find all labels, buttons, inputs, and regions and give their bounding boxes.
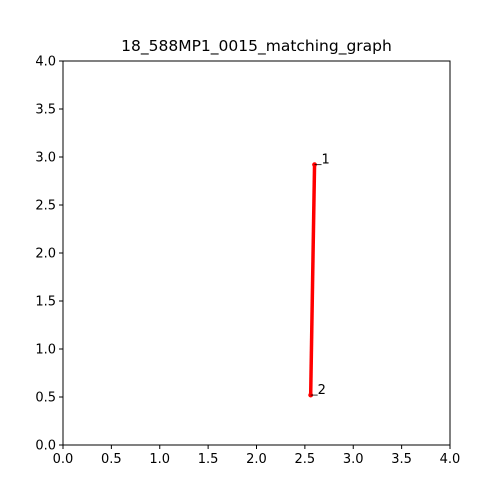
node-label-2: 2 [318,383,326,398]
graph-edge-1 [308,164,317,396]
axes: 0.0 0.5 1.0 1.5 2.0 2.5 3.0 3.5 4.0 0.0 0.5 1.0 1.5 2… [35,55,460,468]
y-tick-label: 0.0 [35,439,56,454]
plot-area [63,61,450,445]
y-tick-label: 2.5 [35,199,56,214]
x-tick-label: 4.0 [440,452,461,467]
y-tick-label: 2.0 [35,247,56,262]
node-label-1: 1 [322,153,330,168]
x-tick-label: 3.5 [391,452,412,467]
y-tick-label: 3.0 [35,151,56,166]
y-tick-label: 4.0 [35,55,56,70]
x-tick-label: 2.5 [295,452,316,467]
y-tick-label: 1.5 [35,295,56,310]
x-tick-label: 0.5 [101,452,122,467]
graph-edges [308,164,317,396]
graph-nodes: 12 [308,153,330,398]
y-tick-label: 3.5 [35,103,56,118]
x-tick-label: 1.5 [198,452,219,467]
x-tick-label: 1.0 [149,452,170,467]
y-tick-label: 1.0 [35,343,56,358]
x-tick-label: 0.0 [53,452,74,467]
x-tick-label: 2.0 [246,452,267,467]
plot-background [63,61,450,445]
x-tick-label: 3.0 [343,452,364,467]
y-tick-label: 0.5 [35,391,56,406]
chart-title: 18_588MP1_0015_matching_graph [121,37,392,56]
